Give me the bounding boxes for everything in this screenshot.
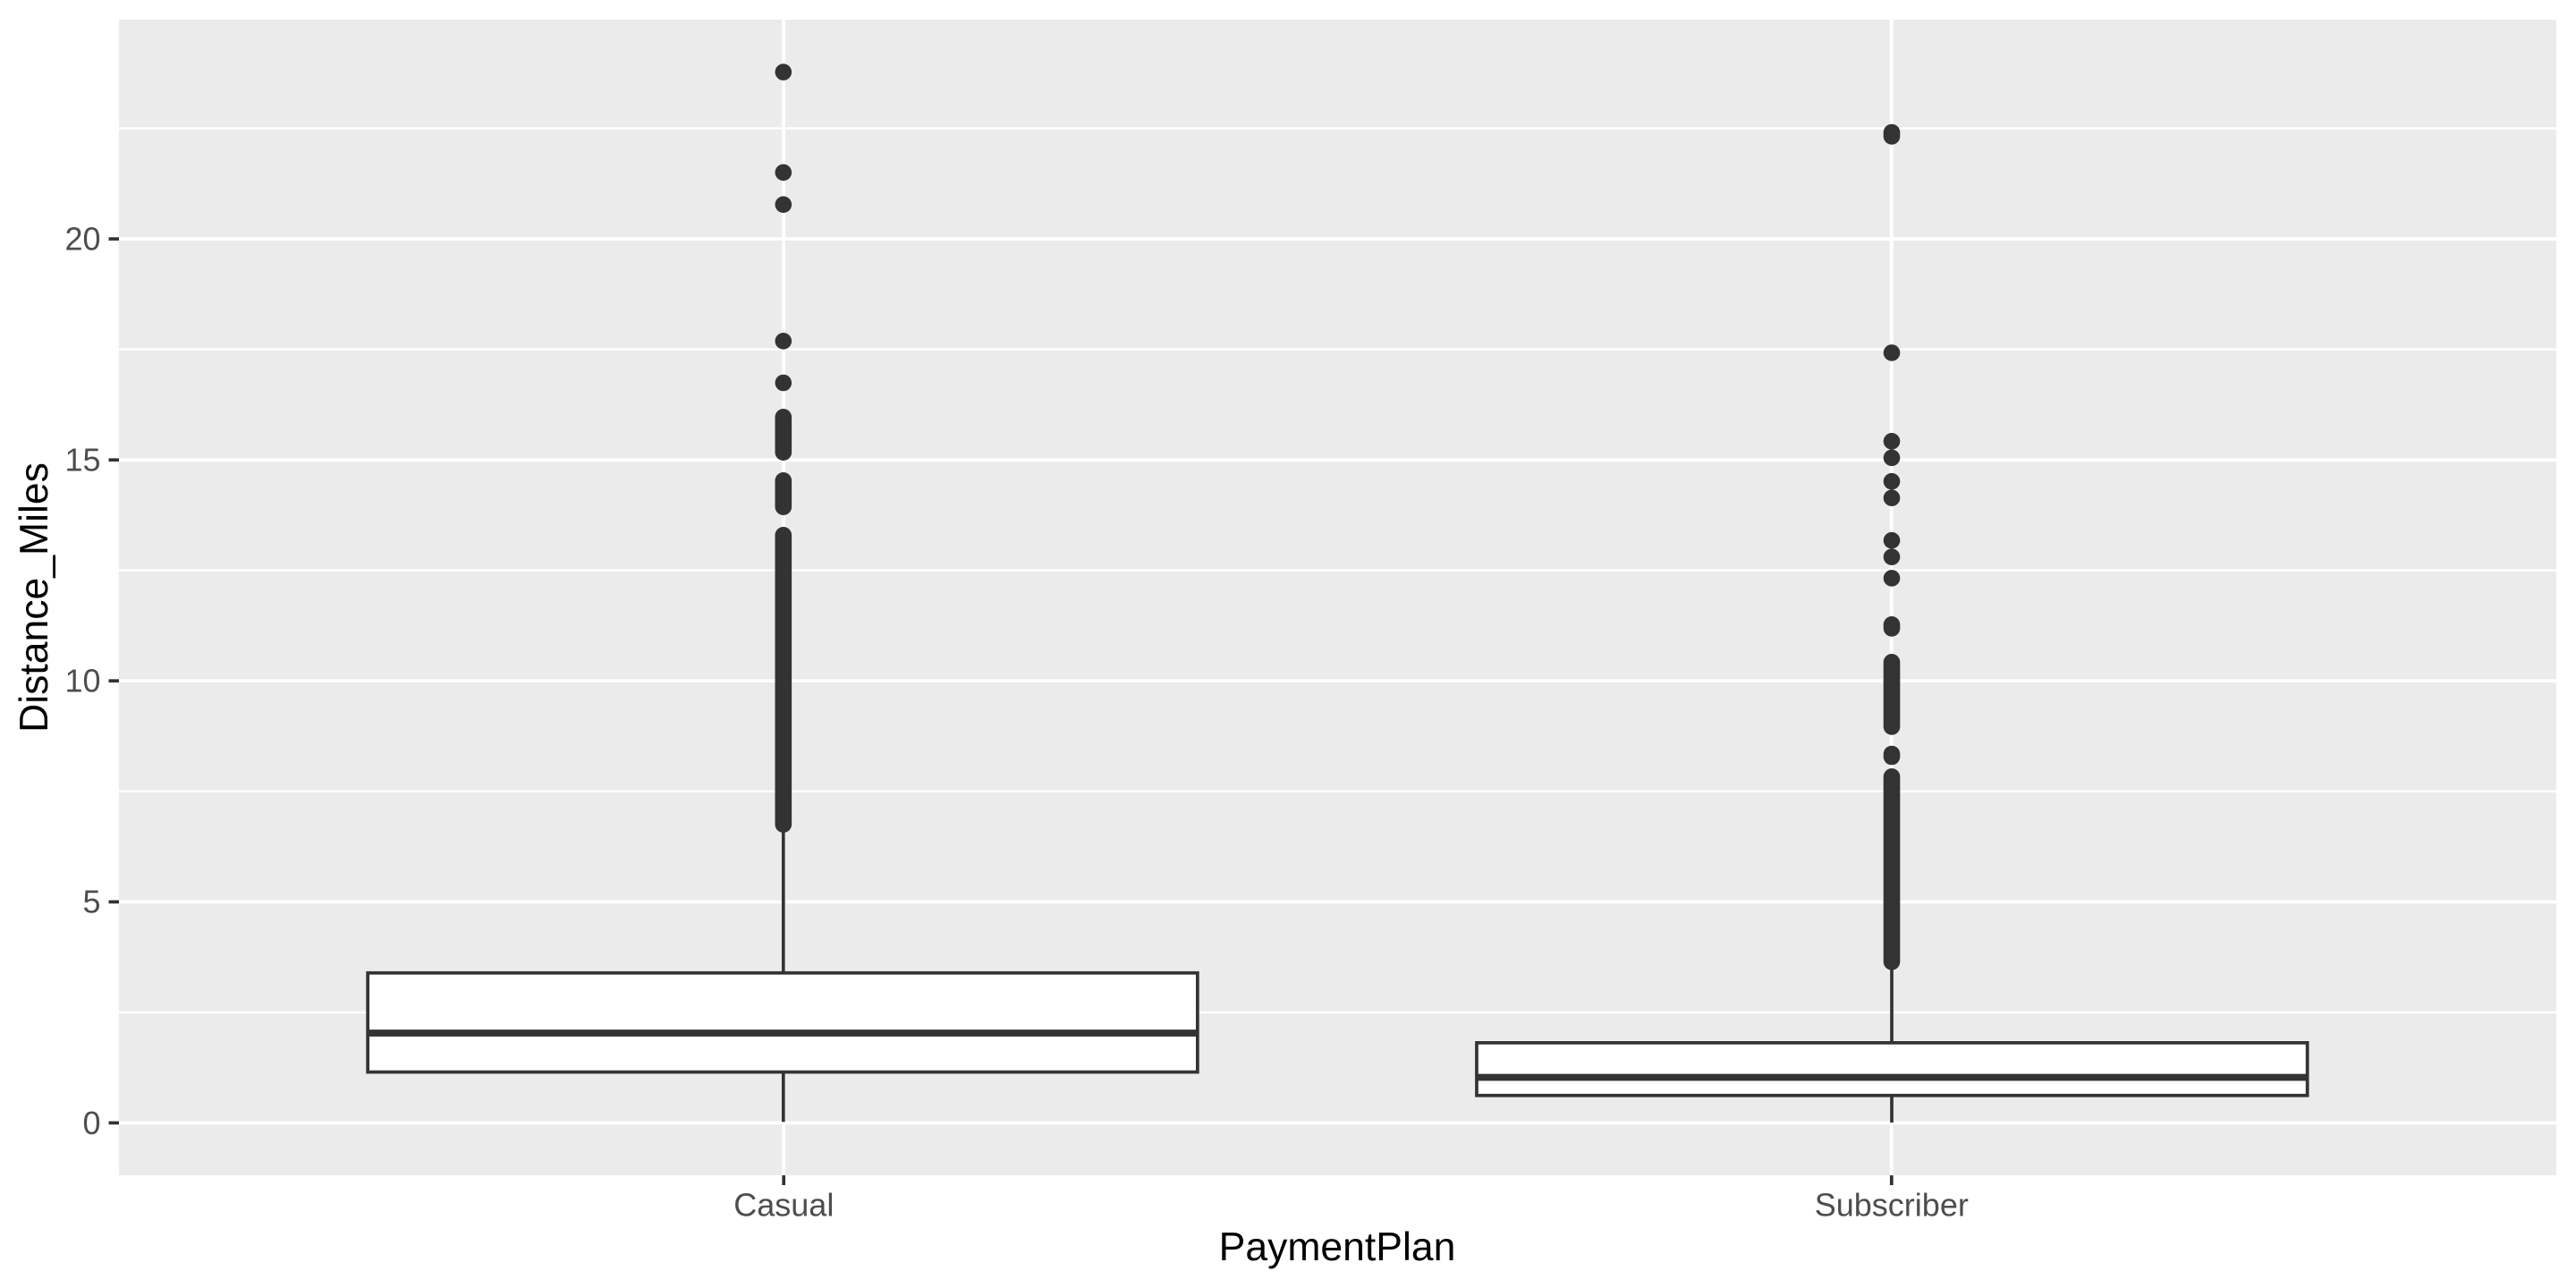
svg-text:Casual: Casual — [733, 1187, 834, 1224]
svg-text:10: 10 — [64, 663, 100, 699]
svg-text:0: 0 — [82, 1105, 100, 1141]
svg-text:20: 20 — [64, 221, 100, 258]
svg-text:Distance_Miles: Distance_Miles — [13, 462, 56, 733]
svg-text:15: 15 — [64, 442, 100, 479]
svg-text:5: 5 — [82, 884, 100, 920]
svg-text:PaymentPlan: PaymentPlan — [1219, 1225, 1456, 1269]
svg-text:Subscriber: Subscriber — [1815, 1187, 1969, 1224]
